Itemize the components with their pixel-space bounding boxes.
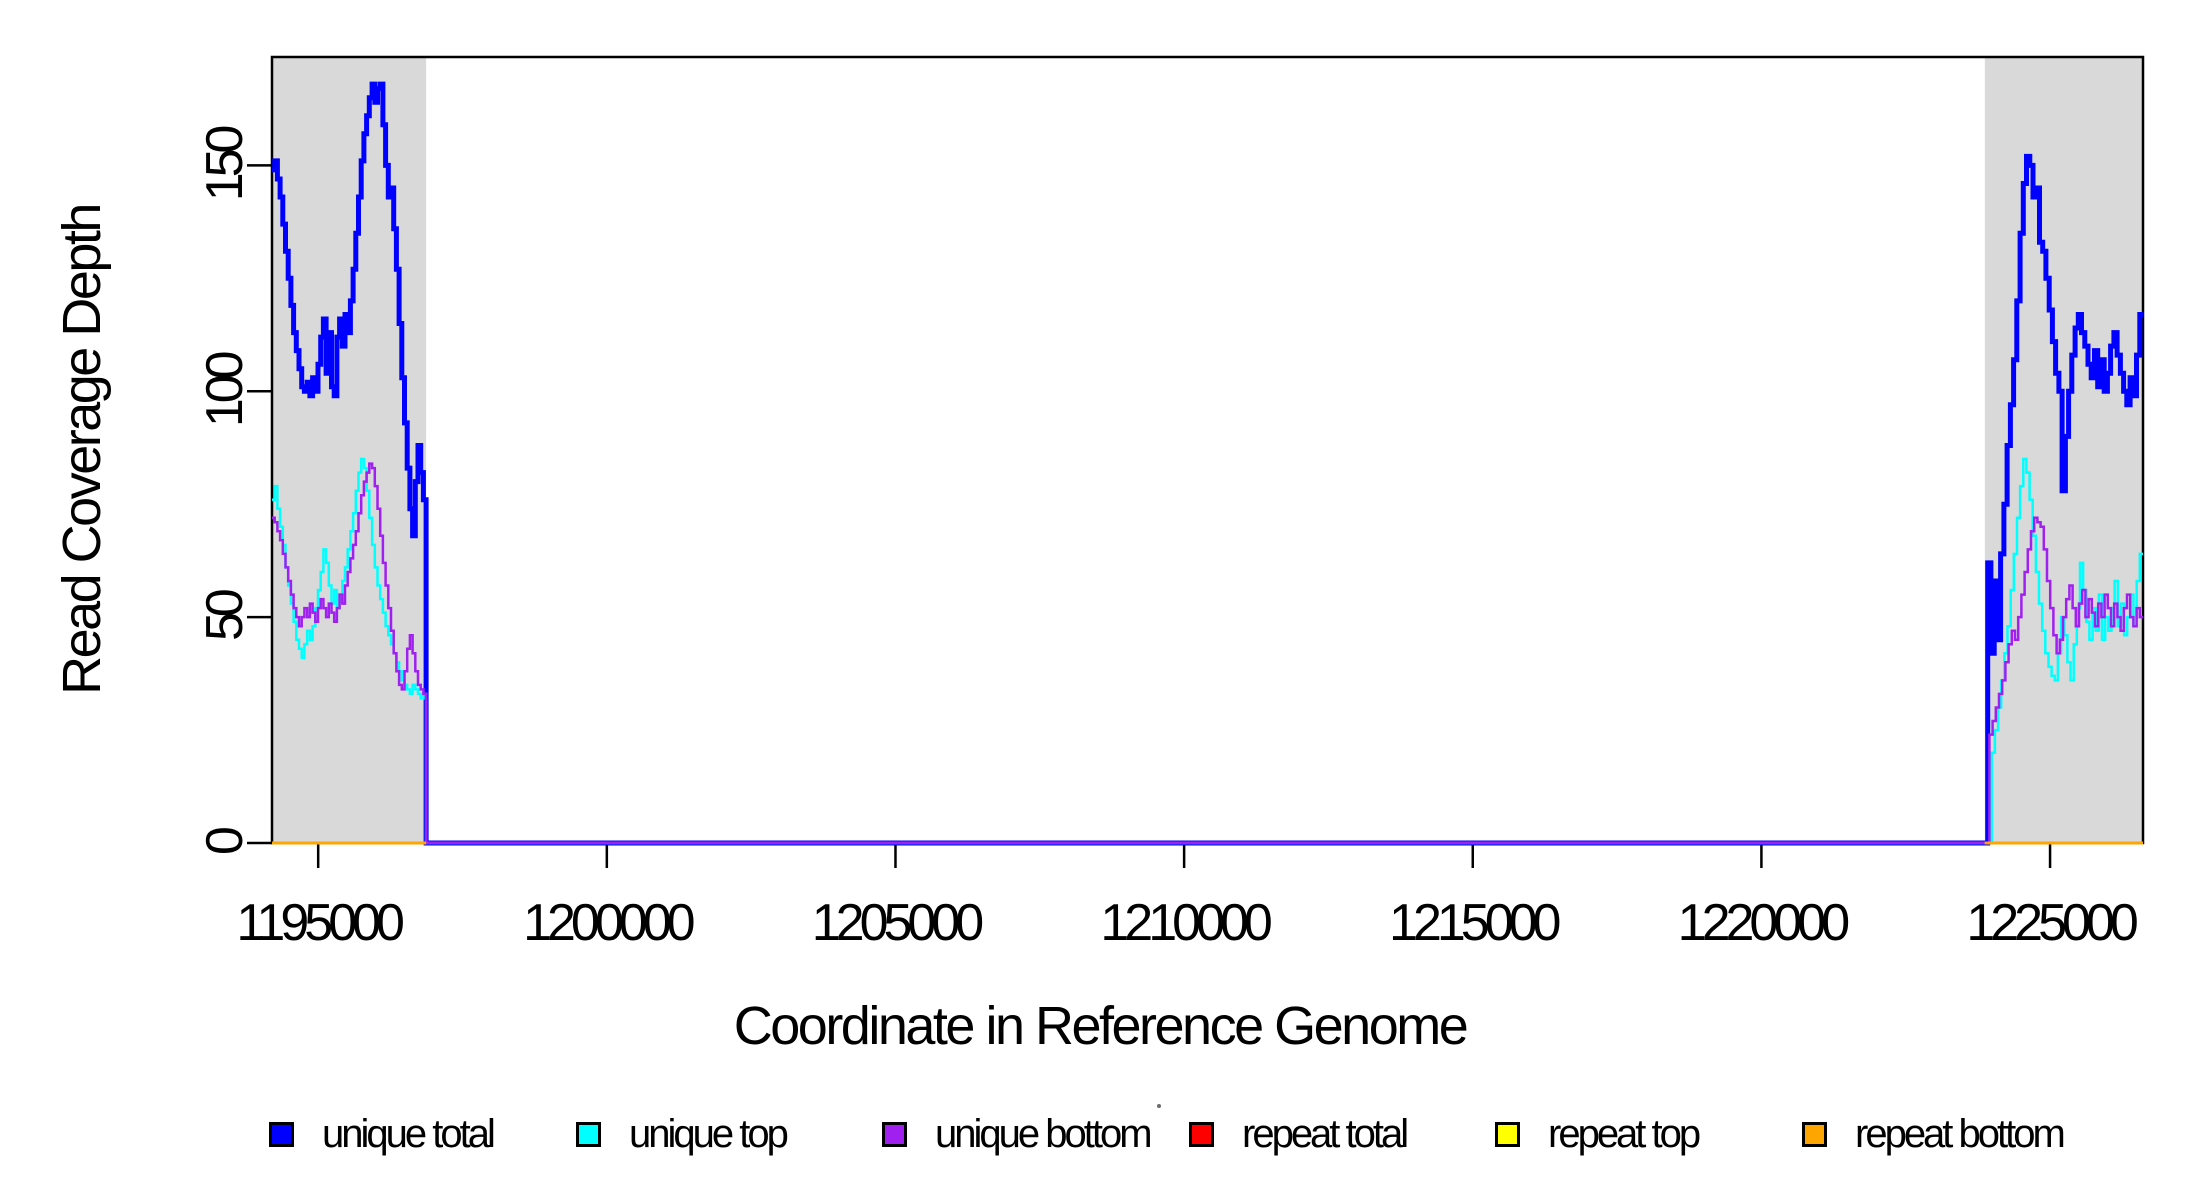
repeat-total-swatch-icon <box>1189 1121 1214 1147</box>
series-line-unique-total <box>272 81 2143 846</box>
y-tick-label: 50 <box>196 590 254 641</box>
series-line-unique-top <box>272 457 2143 845</box>
y-tick-label: 150 <box>196 126 254 201</box>
legend-item-repeat-top: repeat top <box>1495 1112 1701 1156</box>
stray-dot <box>1157 1104 1161 1108</box>
legend-label: unique bottom <box>935 1111 1153 1156</box>
unique-total-swatch-icon <box>269 1121 294 1147</box>
legend-label: repeat bottom <box>1855 1111 2066 1156</box>
y-tick-label: 100 <box>196 352 254 427</box>
legend-item-unique-bottom: unique bottom <box>882 1112 1153 1156</box>
unique-bottom-swatch-icon <box>882 1121 907 1147</box>
repeat-top-swatch-icon <box>1495 1121 1520 1147</box>
x-tick-label: 1215000 <box>1389 894 1560 952</box>
legend-label: repeat top <box>1548 1111 1701 1156</box>
unique-top-swatch-icon <box>576 1121 601 1147</box>
x-axis-title: Coordinate in Reference Genome <box>733 996 1469 1056</box>
series-line-unique-bottom <box>272 462 2143 845</box>
x-tick-label: 1210000 <box>1100 894 1271 952</box>
x-tick-label: 1205000 <box>812 894 983 952</box>
shaded-region-left-repeat-flank <box>272 57 427 843</box>
legend-item-repeat-bottom: repeat bottom <box>1802 1112 2066 1156</box>
y-axis-title: Read Coverage Depth <box>52 205 112 695</box>
legend-label: unique total <box>322 1111 496 1156</box>
legend-label: unique top <box>629 1111 789 1156</box>
x-tick-label: 1195000 <box>236 894 403 952</box>
legend-item-unique-total: unique total <box>269 1112 496 1156</box>
legend-item-unique-top: unique top <box>576 1112 789 1156</box>
x-tick-label: 1200000 <box>523 894 694 952</box>
x-tick-label: 1220000 <box>1678 894 1849 952</box>
legend-item-repeat-total: repeat total <box>1189 1112 1409 1156</box>
legend-label: repeat total <box>1242 1111 1409 1156</box>
plot-border <box>270 55 2145 845</box>
repeat-bottom-swatch-icon <box>1802 1121 1827 1147</box>
y-tick-label: 0 <box>196 828 254 855</box>
x-tick-label: 1225000 <box>1966 894 2137 952</box>
